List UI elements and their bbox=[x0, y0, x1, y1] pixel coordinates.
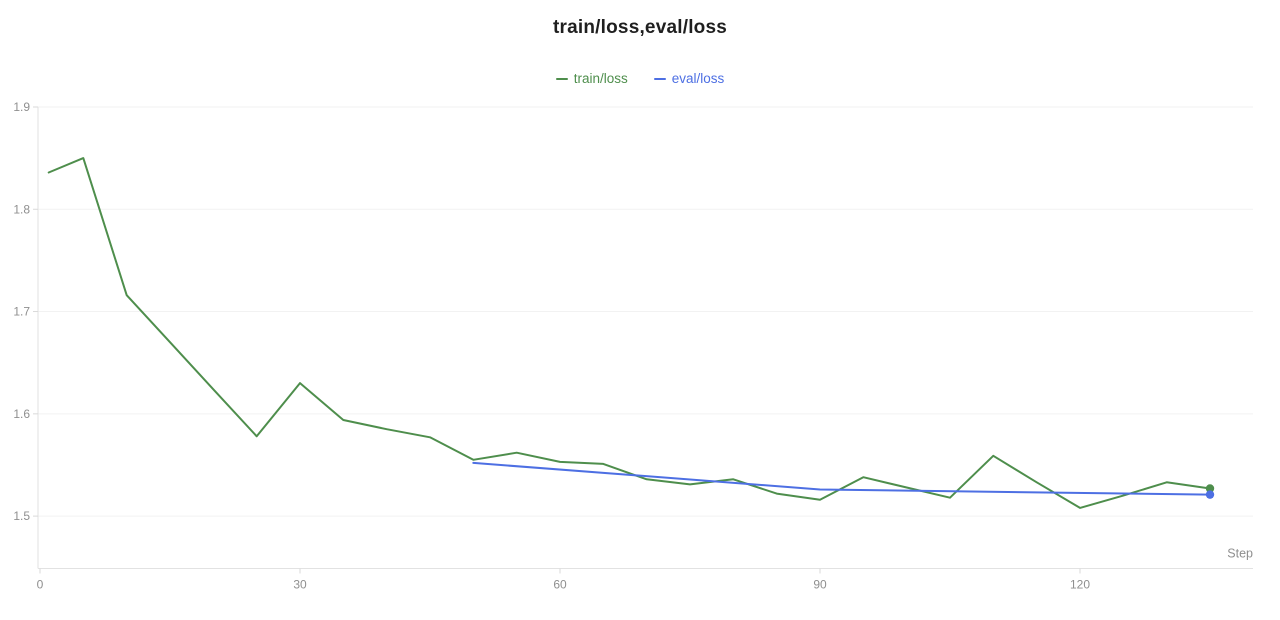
train-loss-endpoint bbox=[1205, 484, 1215, 493]
y-tick-label: 1.8 bbox=[13, 202, 30, 216]
x-tick-label: 60 bbox=[553, 578, 567, 592]
train-loss-line bbox=[47, 157, 1211, 509]
x-tick-label: 120 bbox=[1070, 578, 1090, 592]
y-tick-label: 1.5 bbox=[13, 509, 30, 523]
legend-label-eval-loss: eval/loss bbox=[671, 71, 725, 86]
legend-label-train-loss: train/loss bbox=[573, 71, 628, 86]
y-tick-label: 1.7 bbox=[13, 305, 30, 319]
eval-loss-dash-icon bbox=[653, 77, 666, 80]
x-tick-label: 90 bbox=[813, 578, 827, 592]
x-axis-title: Step bbox=[1227, 547, 1253, 561]
train-loss-dash-icon bbox=[555, 77, 568, 80]
eval-loss-endpoint bbox=[1205, 490, 1215, 499]
legend-item-train-loss[interactable]: train/loss bbox=[555, 71, 628, 86]
y-tick-label: 1.6 bbox=[13, 407, 30, 421]
legend-item-eval-loss[interactable]: eval/loss bbox=[653, 71, 725, 86]
x-tick-label: 30 bbox=[293, 578, 307, 592]
eval-loss-line bbox=[472, 461, 1211, 496]
chart-legend: train/loss eval/loss bbox=[0, 71, 1280, 86]
y-tick-label: 1.9 bbox=[13, 100, 30, 114]
x-tick-label: 0 bbox=[37, 578, 44, 592]
chart-title: train/loss,eval/loss bbox=[552, 17, 728, 38]
